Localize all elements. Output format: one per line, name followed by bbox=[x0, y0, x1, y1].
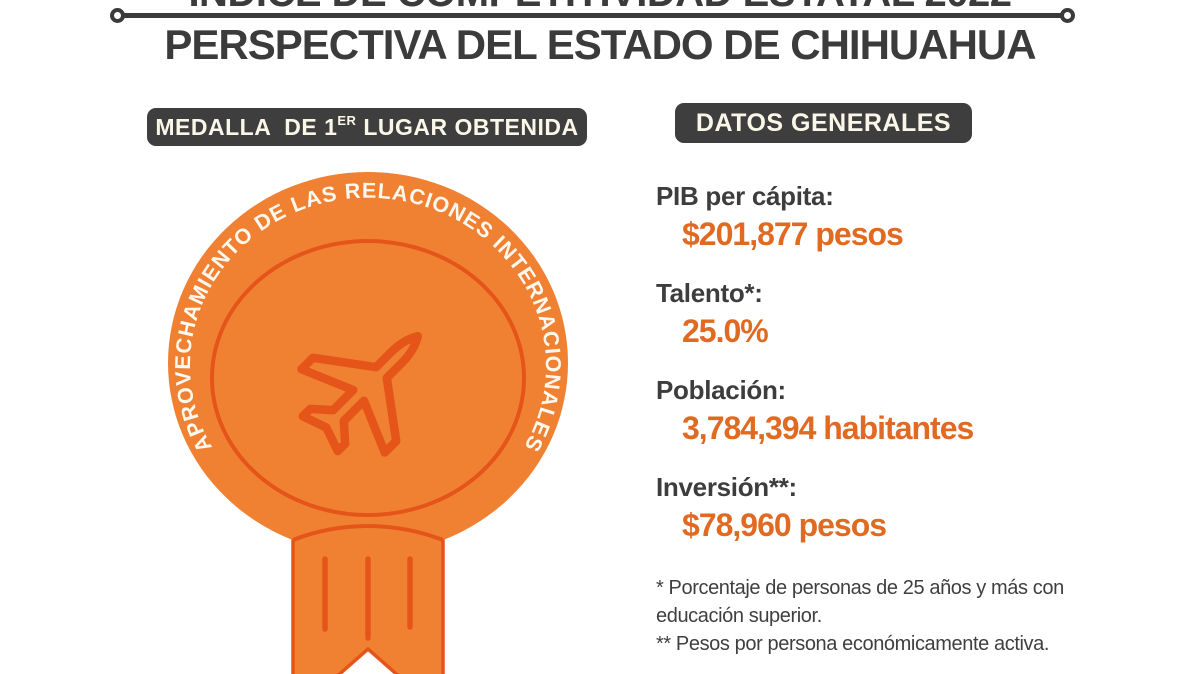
medal-inner-ring bbox=[210, 239, 526, 517]
award-medal-graphic: APROVECHAMIENTO DE LAS RELACIONES INTERN… bbox=[168, 172, 568, 674]
title-line-1: ÍNDICE DE COMPETITIVIDAD ESTATAL 2022 bbox=[0, 0, 1200, 13]
stats-list: PIB per cápita: $201,877 pesos Talento*:… bbox=[656, 180, 1200, 547]
medal-header-text-suffix: LUGAR OBTENIDA bbox=[356, 113, 579, 140]
divider-ring-right-icon bbox=[1060, 8, 1075, 23]
stat-poblacion: Población: 3,784,394 habitantes bbox=[656, 374, 1200, 450]
footnotes: * Porcentaje de personas de 25 años y má… bbox=[656, 574, 1200, 658]
title-line-2: PERSPECTIVA DEL ESTADO DE CHIHUAHUA bbox=[164, 21, 1036, 68]
ribbon-pleat-lines bbox=[322, 556, 413, 641]
datos-generales-section: DATOS GENERALES PIB per cápita: $201,877… bbox=[656, 103, 1200, 658]
stat-value: $201,877 pesos bbox=[682, 216, 904, 252]
footnote-line: ** Pesos por persona económicamente acti… bbox=[656, 633, 1050, 655]
stat-label: Talento*: bbox=[656, 278, 763, 308]
divider-ring-left-icon bbox=[110, 8, 125, 23]
datos-section-header: DATOS GENERALES bbox=[675, 103, 972, 143]
stat-label: Inversión**: bbox=[656, 472, 797, 502]
footnote-line: educación superior. bbox=[656, 605, 822, 627]
stat-value: 25.0% bbox=[682, 313, 769, 349]
stat-pib: PIB per cápita: $201,877 pesos bbox=[656, 180, 1200, 256]
stat-label: Población: bbox=[656, 375, 786, 405]
medal-section-header: MEDALLA DE 1 ER LUGAR OBTENIDA bbox=[147, 108, 587, 146]
medal-disc-edge-arc bbox=[292, 524, 444, 542]
stat-inversion: Inversión**: $78,960 pesos bbox=[656, 471, 1200, 547]
footnote-line: * Porcentaje de personas de 25 años y má… bbox=[656, 577, 1064, 599]
stat-value: 3,784,394 habitantes bbox=[682, 410, 974, 446]
stat-talento: Talento*: 25.0% bbox=[656, 277, 1200, 353]
stat-value: $78,960 pesos bbox=[682, 507, 887, 543]
header-divider-line bbox=[122, 13, 1062, 18]
airplane-icon bbox=[297, 332, 422, 457]
medal-header-text: MEDALLA DE 1 bbox=[155, 113, 338, 140]
stat-label: PIB per cápita: bbox=[656, 181, 834, 211]
